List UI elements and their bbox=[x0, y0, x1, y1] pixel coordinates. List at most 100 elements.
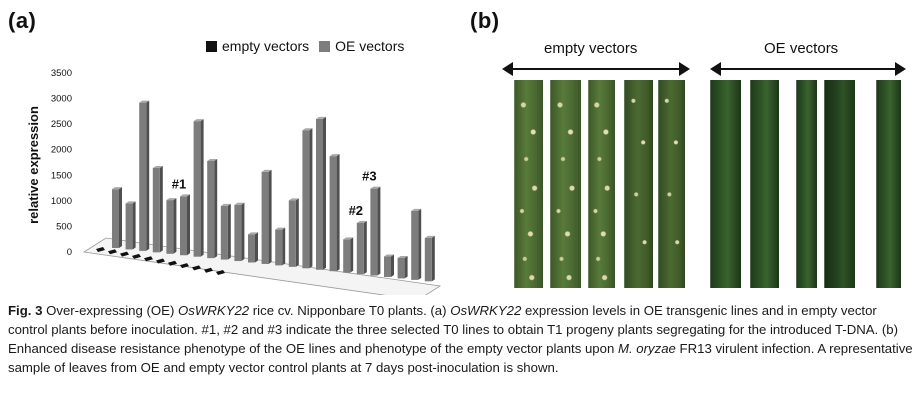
oe-bar-24 bbox=[424, 237, 432, 282]
oe-bar-top-23 bbox=[411, 208, 422, 211]
empty-vector-bar-3 bbox=[120, 251, 129, 257]
caption-pathogen: M. oryzae bbox=[617, 341, 676, 356]
oe-bar-side-16 bbox=[323, 116, 326, 270]
caption-text-3: expression levels in OE transgenic lines… bbox=[8, 303, 898, 356]
y-tick-label-2000: 2000 bbox=[51, 145, 72, 156]
y-tick-label-500: 500 bbox=[56, 221, 72, 232]
empty-vector-bar-1 bbox=[96, 247, 105, 252]
caption-text-4: FR13 virulent infection. A representativ… bbox=[8, 341, 913, 375]
oe-bar-side-11 bbox=[255, 232, 258, 263]
oe-bar-side-23 bbox=[418, 208, 422, 280]
y-tick-label-0: 0 bbox=[67, 247, 72, 258]
oe-bar-top-20 bbox=[370, 186, 381, 189]
y-tick-label-3500: 3500 bbox=[51, 68, 72, 79]
leaf-oe-4 bbox=[824, 80, 855, 288]
caption-text-2: rice cv. Nipponbare T0 plants. (a) bbox=[249, 303, 451, 318]
oe-bar-side-14 bbox=[295, 198, 299, 267]
y-tick-label-1000: 1000 bbox=[51, 196, 72, 207]
oe-bar-10 bbox=[234, 204, 242, 262]
chart-legend: empty vectors OE vectors bbox=[206, 38, 414, 54]
oe-bar-22 bbox=[397, 257, 405, 279]
y-axis-label: relative expression bbox=[26, 106, 41, 224]
y-tick-label-1500: 1500 bbox=[51, 170, 72, 181]
oe-bar-23 bbox=[411, 210, 419, 280]
oe-bar-13 bbox=[275, 229, 283, 266]
oe-bar-6 bbox=[180, 196, 187, 256]
empty-vector-bar-7 bbox=[168, 260, 177, 266]
oe-bar-4 bbox=[152, 167, 160, 253]
oe-bar-top-12 bbox=[261, 169, 272, 172]
oe-bar-1 bbox=[112, 189, 119, 248]
oe-bar-side-2 bbox=[132, 201, 136, 250]
oe-bar-side-4 bbox=[159, 165, 163, 253]
legend-item-empty: empty vectors bbox=[206, 38, 309, 54]
legend-item-oe: OE vectors bbox=[319, 38, 404, 54]
oe-bar-top-24 bbox=[424, 235, 435, 238]
oe-bar-top-16 bbox=[316, 116, 326, 119]
oe-bar-top-14 bbox=[288, 198, 299, 201]
oe-bar-side-7 bbox=[200, 119, 204, 257]
caption-gene-1: OsWRKY22 bbox=[178, 303, 250, 318]
oe-bar-side-9 bbox=[227, 203, 231, 260]
oe-bar-side-24 bbox=[431, 235, 435, 282]
oe-bar-3 bbox=[139, 102, 147, 251]
oe-bar-9 bbox=[220, 205, 228, 260]
legend-swatch-empty bbox=[206, 40, 217, 52]
leaf-empty-4 bbox=[624, 80, 653, 288]
oe-bar-top-9 bbox=[220, 203, 231, 206]
oe-bar-top-6 bbox=[180, 194, 190, 197]
y-tick-label-2500: 2500 bbox=[51, 119, 72, 130]
legend-label-oe: OE vectors bbox=[335, 38, 405, 54]
empty-vectors-group-label: empty vectors bbox=[544, 40, 638, 57]
oe-bar-top-15 bbox=[302, 128, 313, 131]
oe-bar-side-18 bbox=[350, 237, 354, 273]
caption-fig-number: Fig. 3 bbox=[8, 303, 43, 318]
leaf-empty-3 bbox=[588, 80, 615, 288]
oe-bar-side-13 bbox=[282, 227, 286, 266]
oe-bar-side-8 bbox=[214, 158, 218, 259]
oe-bar-16 bbox=[316, 118, 323, 270]
oe-bar-top-21 bbox=[384, 254, 394, 257]
line-label-n2: #2 bbox=[349, 203, 363, 218]
leaf-oe-2 bbox=[750, 80, 779, 288]
y-tick-label-3000: 3000 bbox=[51, 94, 72, 105]
leaf-oe-3 bbox=[796, 80, 817, 288]
oe-bar-7 bbox=[193, 121, 201, 257]
oe-bar-side-10 bbox=[241, 202, 245, 262]
oe-bar-21 bbox=[384, 256, 391, 277]
leaf-empty-5 bbox=[658, 80, 685, 288]
empty-vectors-double-arrow bbox=[502, 62, 690, 76]
oe-bar-12 bbox=[261, 171, 269, 264]
oe-vectors-double-arrow bbox=[710, 62, 906, 76]
legend-label-empty: empty vectors bbox=[222, 38, 310, 54]
oe-bar-top-1 bbox=[112, 187, 122, 190]
oe-bar-side-12 bbox=[268, 169, 272, 264]
oe-bar-top-17 bbox=[329, 154, 340, 157]
oe-vectors-group-label: OE vectors bbox=[764, 40, 839, 57]
oe-bar-top-8 bbox=[207, 158, 218, 161]
oe-bar-side-15 bbox=[309, 128, 313, 269]
oe-bar-side-5 bbox=[173, 198, 177, 254]
oe-bar-top-2 bbox=[125, 201, 136, 204]
empty-vector-bar-5 bbox=[144, 256, 153, 262]
oe-bar-side-20 bbox=[377, 186, 381, 276]
oe-bar-top-19 bbox=[356, 220, 367, 223]
oe-bar-2 bbox=[125, 203, 133, 250]
oe-bar-5 bbox=[166, 200, 174, 254]
empty-vector-bar-6 bbox=[156, 258, 165, 264]
caption-text-1: Over-expressing (OE) bbox=[46, 303, 179, 318]
oe-bar-18 bbox=[343, 239, 351, 273]
empty-vector-bar-2 bbox=[108, 249, 117, 255]
oe-bar-14 bbox=[288, 200, 296, 267]
figure-caption: Fig. 3 Over-expressing (OE) OsWRKY22 ric… bbox=[8, 301, 913, 377]
leaf-empty-1 bbox=[514, 80, 543, 288]
leaf-oe-5 bbox=[876, 80, 901, 288]
panel-a-label: (a) bbox=[8, 8, 37, 33]
oe-bar-side-22 bbox=[404, 255, 408, 279]
oe-bar-side-1 bbox=[119, 187, 122, 248]
oe-bar-top-11 bbox=[248, 232, 258, 235]
oe-bar-19 bbox=[356, 222, 364, 275]
oe-bar-top-3 bbox=[139, 100, 150, 103]
line-label-n1: #1 bbox=[172, 176, 186, 191]
oe-bar-side-19 bbox=[363, 220, 367, 275]
